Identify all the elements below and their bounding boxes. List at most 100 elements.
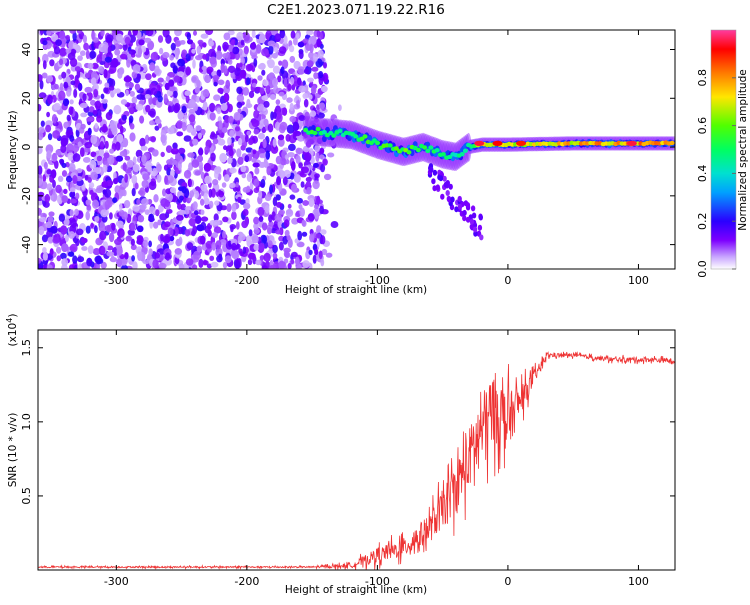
noise-cell xyxy=(268,214,273,223)
noise-cell xyxy=(42,53,49,64)
noise-cell xyxy=(241,173,247,179)
noise-cell xyxy=(46,111,50,118)
noise-cell xyxy=(278,91,285,97)
noise-cell xyxy=(174,30,182,37)
noise-cell xyxy=(158,254,164,262)
noise-cell xyxy=(139,115,145,124)
signal-core xyxy=(459,152,465,157)
noise-cell xyxy=(200,33,209,39)
noise-cell xyxy=(186,32,191,41)
noise-cell xyxy=(218,120,223,130)
noise-cell xyxy=(147,198,153,205)
signal-core xyxy=(393,146,399,151)
noise-cell xyxy=(209,112,216,121)
noise-cell xyxy=(165,188,172,195)
noise-cell xyxy=(319,205,324,215)
noise-cell xyxy=(144,209,150,216)
noise-cell xyxy=(183,135,192,142)
signal-hotspot xyxy=(516,140,526,146)
noise-cell xyxy=(87,127,92,136)
noise-cell xyxy=(177,147,186,155)
noise-cell xyxy=(192,264,198,269)
noise-cell xyxy=(210,131,216,138)
signal-tail-cell xyxy=(462,215,467,222)
noise-cell xyxy=(61,258,69,267)
noise-cell xyxy=(140,45,147,53)
noise-cell xyxy=(152,259,159,269)
noise-cell xyxy=(246,130,251,136)
noise-cell xyxy=(148,248,153,256)
noise-cell xyxy=(231,211,237,221)
noise-cell xyxy=(141,198,149,206)
noise-cell xyxy=(251,135,258,144)
noise-cell xyxy=(144,94,151,99)
noise-cell xyxy=(65,34,70,41)
noise-cell xyxy=(286,234,291,241)
colorbar-gradient xyxy=(711,30,736,269)
noise-cell xyxy=(244,216,249,226)
noise-cell xyxy=(159,213,168,221)
noise-cell xyxy=(186,242,194,251)
noise-cell xyxy=(178,263,185,269)
noise-cell xyxy=(274,33,281,42)
noise-cell xyxy=(200,184,208,192)
noise-cell xyxy=(116,258,123,267)
noise-cell xyxy=(302,260,310,269)
signal-tail-cell xyxy=(431,178,436,185)
noise-cell xyxy=(270,144,279,154)
noise-cell xyxy=(323,62,327,69)
noise-cell xyxy=(236,93,245,103)
noise-cell xyxy=(275,229,283,235)
noise-cell xyxy=(153,194,159,203)
noise-cell xyxy=(242,186,251,193)
noise-cell xyxy=(242,208,249,216)
noise-cell xyxy=(311,66,319,72)
noise-cell xyxy=(291,183,297,193)
noise-cell xyxy=(204,175,212,184)
noise-cell xyxy=(312,254,317,264)
x-tick-label: 0 xyxy=(504,575,511,588)
noise-cell xyxy=(137,251,143,261)
noise-cell xyxy=(261,126,267,133)
noise-cell xyxy=(98,245,106,256)
noise-cell xyxy=(90,151,97,158)
noise-cell xyxy=(176,131,184,137)
noise-cell xyxy=(194,190,200,199)
noise-cell xyxy=(323,173,332,181)
noise-cell xyxy=(259,33,266,44)
noise-cell xyxy=(196,45,202,55)
noise-cell xyxy=(77,82,83,92)
noise-cell xyxy=(110,124,117,133)
noise-cell xyxy=(237,196,242,203)
noise-cell xyxy=(50,30,59,33)
noise-cell xyxy=(188,99,196,109)
noise-cell xyxy=(226,203,232,212)
signal-core xyxy=(428,145,434,150)
noise-cell xyxy=(132,30,138,36)
noise-cell xyxy=(159,47,164,55)
noise-cell xyxy=(108,85,115,91)
noise-cell xyxy=(253,216,260,225)
noise-cell xyxy=(164,175,169,185)
noise-cell xyxy=(293,130,302,137)
noise-cell xyxy=(200,198,205,206)
noise-cell xyxy=(46,30,52,36)
noise-cell xyxy=(136,30,142,40)
noise-cell xyxy=(114,49,121,56)
noise-cell xyxy=(38,225,45,236)
noise-cell xyxy=(284,229,290,237)
y-tick-label: -20 xyxy=(20,187,33,205)
noise-cell xyxy=(38,207,42,215)
noise-cell xyxy=(56,195,61,204)
noise-cell xyxy=(175,152,181,162)
noise-cell xyxy=(229,129,235,138)
noise-cell xyxy=(253,244,260,251)
noise-cell xyxy=(210,261,219,268)
noise-cell xyxy=(320,163,326,173)
noise-cell xyxy=(197,155,203,163)
noise-cell xyxy=(106,224,111,233)
noise-cell xyxy=(202,54,208,60)
noise-cell xyxy=(165,34,172,44)
noise-cell xyxy=(251,119,260,128)
noise-cell xyxy=(150,136,156,143)
